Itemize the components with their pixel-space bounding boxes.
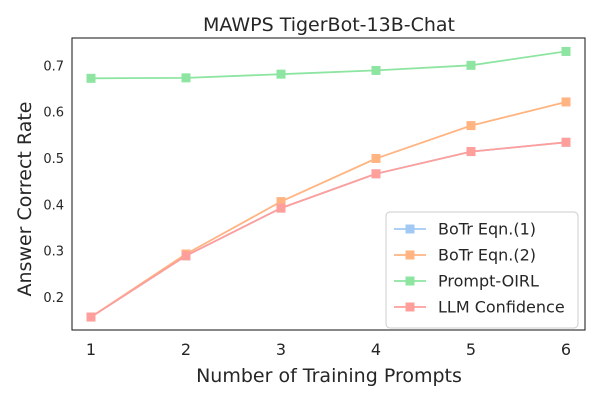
y-tick-label: 0.7 [43, 59, 64, 74]
data-point [86, 73, 96, 83]
legend-marker [405, 276, 415, 286]
legend-label: LLM Confidence [438, 298, 565, 317]
series-4 [86, 137, 571, 322]
x-tick-label: 4 [371, 340, 381, 359]
series-3 [86, 46, 571, 83]
x-tick-label: 3 [276, 340, 286, 359]
series-line [90, 50, 567, 80]
data-point [86, 312, 96, 322]
data-point [276, 69, 286, 79]
data-point [466, 121, 476, 131]
legend-label: BoTr Eqn.(1) [438, 220, 536, 239]
x-tick-label: 5 [466, 340, 476, 359]
x-axis-ticks: 1 2 3 4 5 6 [86, 340, 571, 359]
y-tick-label: 0.2 [43, 291, 64, 306]
series-line [90, 101, 567, 318]
data-point [181, 251, 191, 261]
data-point [466, 147, 476, 157]
y-axis-label: Answer Correct Rate [14, 102, 36, 297]
y-axis-ticks: 0.2 0.3 0.4 0.5 0.6 0.7 [43, 59, 64, 306]
legend-item: BoTr Eqn.(2) [394, 246, 536, 265]
chart-title: MAWPS TigerBot-13B-Chat [203, 14, 455, 36]
legend-item: LLM Confidence [394, 298, 565, 317]
legend-marker [405, 224, 415, 234]
y-tick-label: 0.4 [43, 198, 64, 213]
legend-marker [405, 250, 415, 260]
data-point [371, 65, 381, 75]
data-point [561, 46, 571, 56]
x-tick-label: 1 [86, 340, 96, 359]
data-point [276, 203, 286, 213]
data-point [371, 154, 381, 164]
legend: BoTr Eqn.(1) BoTr Eqn.(2) Prompt-OIRL LLM C… [385, 211, 579, 329]
legend-box [385, 211, 579, 329]
legend-label: Prompt-OIRL [438, 272, 539, 291]
y-tick-label: 0.3 [43, 245, 64, 260]
legend-marker [405, 302, 415, 312]
y-tick-label: 0.5 [43, 152, 64, 167]
x-tick-label: 2 [181, 340, 191, 359]
x-axis-label: Number of Training Prompts [196, 365, 462, 387]
y-tick-label: 0.6 [43, 106, 64, 121]
legend-label: BoTr Eqn.(2) [438, 246, 536, 265]
x-tick-label: 6 [561, 340, 571, 359]
data-point [371, 169, 381, 179]
legend-item: Prompt-OIRL [394, 272, 539, 291]
data-point [466, 60, 476, 70]
series-layer [86, 46, 571, 322]
data-point [276, 197, 286, 207]
series-line [90, 141, 567, 318]
data-point [561, 97, 571, 107]
data-point [561, 137, 571, 147]
legend-item: BoTr Eqn.(1) [394, 220, 536, 239]
data-point [181, 73, 191, 83]
